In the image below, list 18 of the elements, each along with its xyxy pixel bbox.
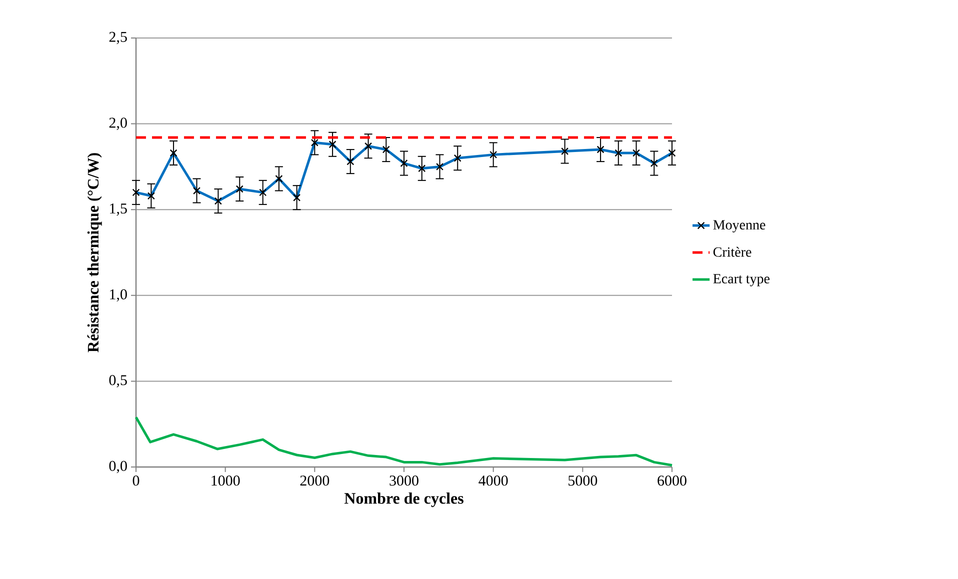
y-axis-title: Résistance thermique (°C/W) <box>87 153 102 352</box>
x-tick-label: 0 <box>132 476 140 486</box>
legend-label: Ecart type <box>713 274 770 286</box>
y-tick-label: 0,5 <box>109 375 127 388</box>
y-tick-label: 0,0 <box>109 460 127 474</box>
x-axis-title: Nombre de cycles <box>344 492 464 508</box>
y-tick-label: 1,0 <box>110 289 127 302</box>
x-tick-label: 6000 <box>658 476 686 486</box>
x-tick-label: 3000 <box>390 476 418 486</box>
y-tick-label: 2,0 <box>109 118 127 130</box>
x-tick-label: 2000 <box>300 476 330 486</box>
y-tick-label: 2,5 <box>109 32 127 44</box>
legend-label: Critère <box>713 246 752 257</box>
legend-label: Moyenne <box>713 220 766 232</box>
y-tick-label: 1,5 <box>110 204 127 216</box>
x-tick-label: 1000 <box>212 476 240 486</box>
x-tick-label: 4000 <box>478 476 508 486</box>
x-tick-label: 5000 <box>568 476 598 486</box>
